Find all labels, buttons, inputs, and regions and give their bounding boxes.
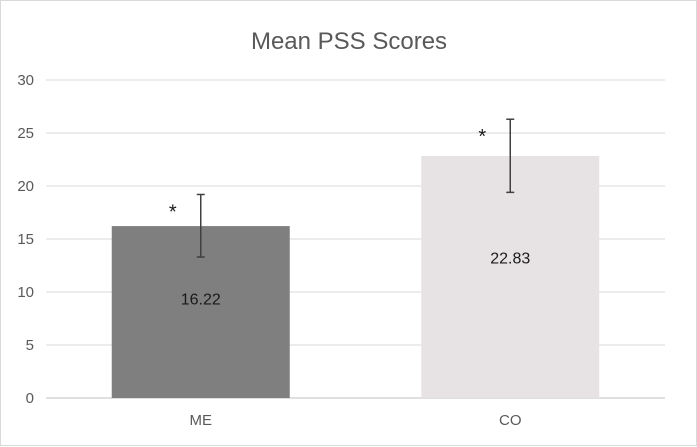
y-tick-label: 0: [26, 390, 34, 407]
y-axis-ticks: 0 5 10 15 20 25 30: [17, 72, 34, 407]
y-tick-label: 30: [17, 72, 34, 89]
x-axis-categories: ME CO: [190, 412, 522, 429]
bars: [111, 156, 600, 398]
y-tick-label: 15: [17, 231, 34, 248]
y-tick-label: 25: [17, 125, 34, 142]
error-bars: [196, 118, 515, 258]
y-tick-label: 5: [26, 337, 34, 354]
x-category-label: CO: [499, 412, 522, 429]
x-category-label: ME: [190, 412, 213, 429]
data-labels: * 16.22 * 22.83: [169, 126, 531, 308]
y-tick-label: 10: [17, 284, 34, 301]
chart-title: Mean PSS Scores: [251, 28, 447, 55]
data-label: 16.22: [181, 291, 221, 308]
significance-marker: *: [169, 201, 177, 223]
data-label: 22.83: [490, 251, 530, 268]
significance-marker: *: [478, 126, 486, 148]
y-tick-label: 20: [17, 178, 34, 195]
bar-co: [421, 156, 600, 398]
